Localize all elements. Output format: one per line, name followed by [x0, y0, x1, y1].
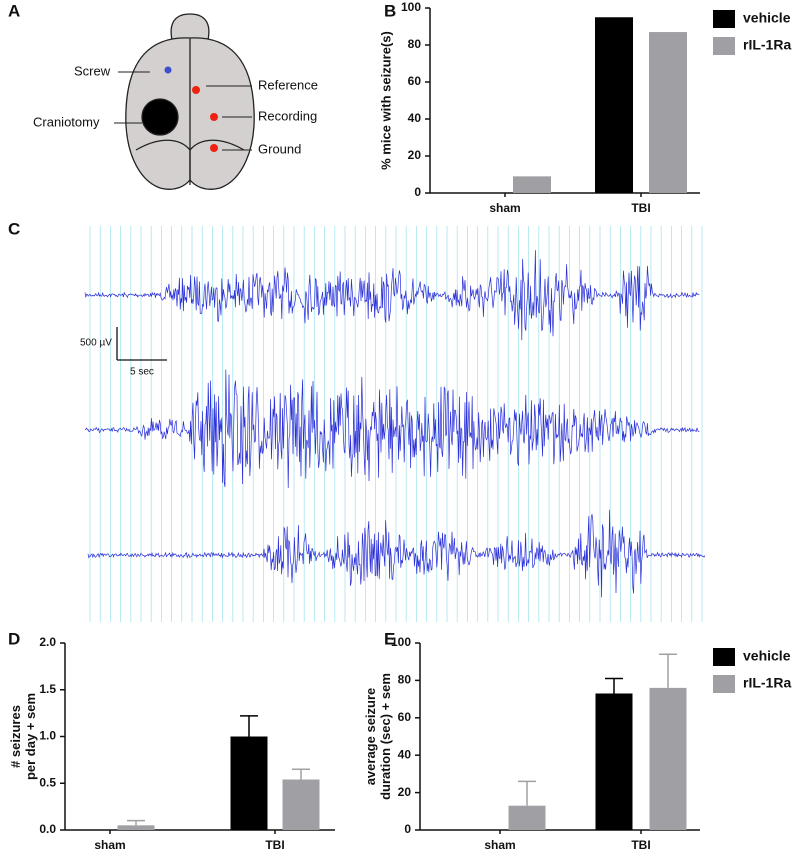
error-bar	[518, 780, 536, 806]
x-tick-label: TBI	[265, 838, 284, 852]
legend-label: rIL-1Ra	[743, 37, 791, 53]
legend-label: vehicle	[743, 10, 791, 26]
bar	[649, 687, 687, 830]
y-tick-label: 0.0	[39, 822, 56, 836]
y-axis-label: duration (sec) + sem	[378, 673, 393, 800]
y-axis-label: % mice with seizure(s)	[378, 31, 393, 170]
y-tick-label: 20	[398, 785, 412, 799]
eeg-grid	[89, 226, 703, 622]
diagram-label: Screw	[74, 63, 111, 78]
eeg-trace	[87, 509, 706, 598]
legend-swatch	[713, 10, 735, 28]
electrode	[210, 144, 218, 152]
panel-label: E	[384, 629, 395, 648]
bar	[230, 736, 268, 830]
error-bar	[292, 768, 310, 780]
y-tick-label: 100	[401, 0, 421, 14]
y-tick-label: 40	[408, 111, 422, 125]
skull-diagram	[125, 13, 255, 190]
eeg-traces	[84, 250, 706, 598]
y-tick-label: 2.0	[39, 635, 56, 649]
bar	[595, 693, 633, 830]
legend-label: vehicle	[743, 648, 791, 664]
bar	[508, 805, 546, 830]
y-tick-label: 1.5	[39, 682, 56, 696]
y-axis-label: per day + sem	[23, 693, 38, 780]
x-tick-label: sham	[489, 201, 520, 215]
error-bar	[659, 653, 677, 688]
x-tick-label: TBI	[631, 201, 650, 215]
panel-label: A	[8, 1, 20, 20]
bar	[595, 17, 633, 193]
y-tick-label: 0	[404, 822, 411, 836]
panel-label: B	[384, 1, 396, 20]
panel-label: D	[8, 629, 20, 648]
bar	[282, 779, 320, 830]
y-tick-label: 0	[414, 185, 421, 199]
screw	[164, 66, 172, 74]
electrode	[210, 113, 218, 121]
diagram-label: Reference	[258, 77, 318, 92]
legend-swatch	[713, 37, 735, 55]
x-tick-label: TBI	[631, 838, 650, 852]
eeg-trace	[84, 369, 700, 489]
y-tick-label: 40	[398, 747, 412, 761]
diagram-label: Recording	[258, 108, 317, 123]
bar	[117, 825, 155, 830]
y-tick-label: 60	[408, 74, 422, 88]
bar	[513, 176, 551, 193]
scale-bar	[116, 327, 167, 361]
y-tick-label: 0.5	[39, 775, 56, 789]
x-tick-label: sham	[484, 838, 515, 852]
legend-label: rIL-1Ra	[743, 675, 791, 691]
diagram-label: Ground	[258, 141, 301, 156]
y-tick-label: 100	[391, 635, 411, 649]
y-axis-label: # seizures	[8, 705, 23, 768]
y-axis-label: average seizure	[363, 688, 378, 786]
y-tick-label: 60	[398, 710, 412, 724]
electrode	[192, 86, 200, 94]
eeg-trace	[84, 250, 700, 341]
diagram-label: Craniotomy	[33, 114, 100, 129]
scale-label: 500 µV	[80, 338, 112, 349]
leader-lines	[114, 71, 252, 151]
error-bar	[605, 677, 623, 694]
bar	[649, 32, 687, 193]
y-tick-label: 1.0	[39, 729, 56, 743]
craniotomy	[141, 98, 179, 136]
error-bar	[240, 715, 258, 737]
legend-swatch	[713, 675, 735, 693]
y-tick-label: 20	[408, 148, 422, 162]
x-tick-label: sham	[94, 838, 125, 852]
y-tick-label: 80	[408, 37, 422, 51]
scale-label: 5 sec	[130, 367, 154, 378]
error-bar	[127, 819, 145, 826]
panel-label: C	[8, 219, 20, 238]
olfactory-bulb	[170, 13, 210, 41]
y-tick-label: 80	[398, 673, 412, 687]
legend-swatch	[713, 648, 735, 666]
